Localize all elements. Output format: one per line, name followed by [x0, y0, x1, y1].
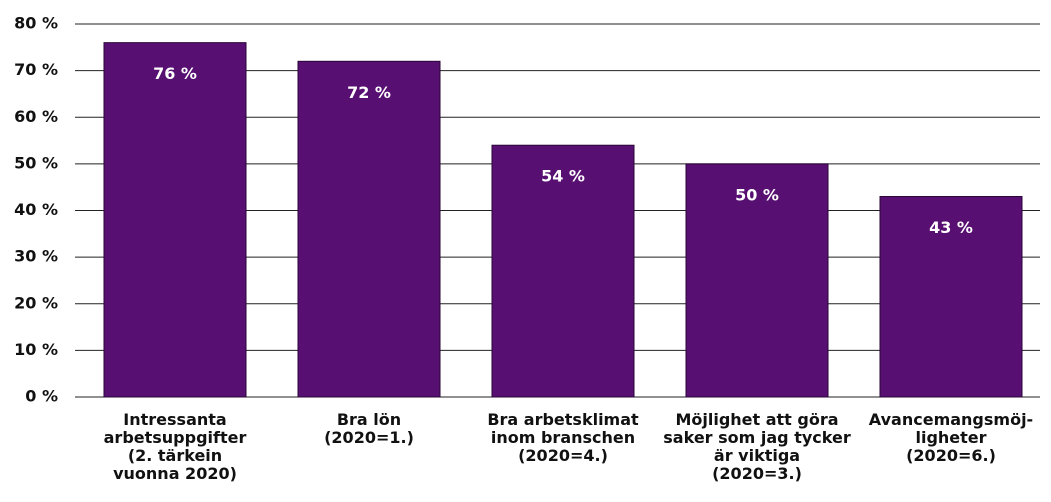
value-label: 72 % — [347, 83, 391, 102]
x-tick-label: Möjlighet att göra saker som jag tycker är… — [663, 410, 851, 483]
x-tick-label: Bra arbetsklimat inom branschen (2020=4.) — [487, 410, 639, 465]
value-label: 43 % — [929, 218, 973, 237]
value-label: 76 % — [153, 64, 197, 83]
x-tick-label: Intressanta arbetsuppgifter (2. tärkein vuo… — [104, 410, 247, 483]
x-tick-label: Bra lön (2020=1.) — [324, 410, 414, 447]
bar — [879, 196, 1023, 398]
bar — [297, 60, 441, 398]
y-tick-label: 40 % — [14, 200, 58, 219]
bar — [685, 163, 829, 398]
y-tick-label: 60 % — [14, 107, 58, 126]
bar — [491, 144, 635, 398]
y-tick-label: 50 % — [14, 153, 58, 172]
value-label: 50 % — [735, 185, 779, 204]
y-tick-label: 10 % — [14, 340, 58, 359]
y-tick-label: 0 % — [25, 387, 58, 406]
y-tick-label: 70 % — [14, 60, 58, 79]
y-tick-label: 30 % — [14, 247, 58, 266]
x-tick-label: Avancemangsmöj-ligheter (2020=6.) — [869, 410, 1033, 465]
value-label: 54 % — [541, 167, 585, 186]
y-tick-label: 20 % — [14, 293, 58, 312]
y-tick-label: 80 % — [14, 14, 58, 33]
bar — [103, 42, 247, 398]
